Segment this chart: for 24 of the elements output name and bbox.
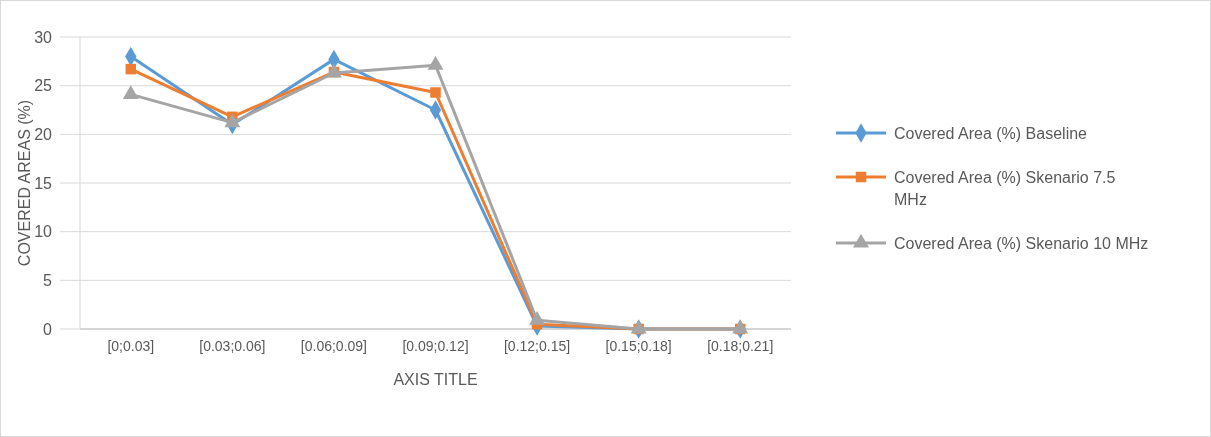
x-tick-label: [0.03;0.06]	[199, 338, 266, 354]
point	[427, 56, 444, 70]
y-tick-label: 25	[34, 77, 53, 95]
x-tick-label: [0.18;0.21]	[707, 338, 774, 354]
legend-label: Covered Area (%) Skenario 7.5 MHz	[894, 168, 1116, 208]
point	[430, 87, 441, 98]
point	[122, 85, 139, 100]
y-tick-label: 30	[34, 28, 53, 46]
x-tick-label: [0.06;0.09]	[300, 338, 368, 354]
legend-label: Covered Area (%) Skenario 10 MHz	[894, 234, 1149, 252]
y-axis-title: COVERED AREAS (%)	[16, 99, 33, 267]
point	[224, 113, 241, 128]
y-tick-label: 5	[43, 271, 53, 289]
y-tick-label: 15	[34, 174, 53, 192]
x-tick-label: [0.12;0.15]	[503, 338, 571, 354]
y-tick-label: 0	[43, 320, 53, 338]
y-tick-label: 20	[34, 125, 53, 143]
x-tick-label: [0;0.03]	[107, 338, 155, 354]
legend-label: Covered Area (%) Baseline	[894, 124, 1088, 142]
x-tick-label: [0.09;0.12]	[402, 338, 469, 354]
x-axis-title: AXIS TITLE	[393, 371, 478, 388]
x-tick-label: [0.15;0.18]	[605, 338, 672, 354]
point	[125, 63, 137, 75]
y-tick-label: 10	[34, 223, 53, 241]
